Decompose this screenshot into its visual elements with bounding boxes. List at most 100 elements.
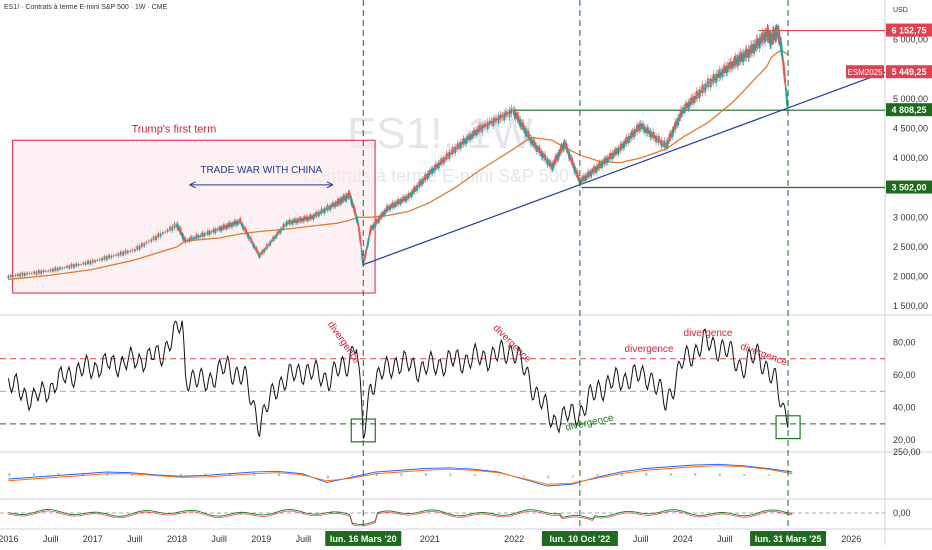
candle-body	[444, 157, 447, 160]
candle-body	[756, 39, 759, 47]
candle-body	[292, 220, 295, 223]
candle-body	[367, 237, 370, 241]
candle-body	[495, 117, 498, 121]
candle-body	[751, 44, 753, 53]
candle-body	[622, 143, 624, 149]
candle-body	[303, 216, 306, 221]
candle-body	[478, 125, 480, 133]
candle-body	[201, 232, 204, 237]
candle-body	[533, 141, 536, 147]
candle-body	[12, 275, 15, 277]
candle-body	[582, 175, 584, 182]
candle-body	[662, 143, 664, 145]
candle-body	[391, 202, 394, 208]
candle-body	[56, 267, 59, 272]
candle-body	[173, 223, 176, 229]
candle-body	[387, 206, 390, 210]
candle-body	[524, 128, 526, 134]
oscillator-line	[7, 320, 789, 440]
candle-body	[216, 228, 219, 231]
candle-body	[371, 225, 374, 229]
candle-body	[59, 266, 61, 270]
candle-body	[354, 214, 357, 216]
candle-body	[364, 252, 367, 257]
candle-body	[231, 222, 233, 228]
trump-term-box	[12, 139, 376, 294]
candle-body	[275, 234, 277, 239]
candle-body	[157, 233, 160, 238]
indicator-histogram-bar	[767, 474, 770, 476]
candle-body	[377, 218, 380, 223]
date-marker-label: lun. 10 Oct '22	[550, 534, 611, 544]
candle-body	[356, 220, 359, 224]
candle-body	[395, 202, 397, 207]
candle-body	[786, 104, 789, 110]
candle-body	[75, 263, 78, 267]
candle-body	[208, 230, 211, 235]
candle-body	[485, 123, 487, 127]
candle-body	[329, 205, 332, 211]
candle-body	[514, 111, 517, 119]
candle-body	[428, 169, 431, 175]
candle-body	[219, 227, 222, 231]
candle-body	[588, 172, 591, 176]
candle-body	[618, 148, 621, 150]
candle-body	[625, 136, 628, 144]
candle-body	[472, 130, 475, 137]
candle-body	[131, 249, 134, 251]
candle-body	[348, 192, 351, 196]
candle-body	[452, 150, 455, 151]
candle-body	[606, 156, 609, 163]
candle-body	[110, 255, 113, 258]
candle-body	[744, 49, 747, 58]
candle-body	[681, 108, 684, 114]
candle-body	[673, 126, 676, 130]
candle-body	[565, 143, 568, 151]
candle-body	[218, 227, 221, 231]
indicator-histogram-bar	[645, 473, 648, 476]
candle-body	[492, 118, 495, 127]
price-tick-label: 4 000,00	[893, 153, 928, 163]
candle-body	[601, 161, 603, 169]
candle-body	[143, 243, 146, 247]
candle-body	[613, 149, 616, 155]
currency-label: USD	[893, 7, 908, 14]
candle-body	[393, 202, 396, 208]
candle-body	[637, 126, 640, 130]
candle-body	[61, 267, 64, 269]
candle-body	[207, 230, 209, 235]
candle-body	[764, 31, 767, 43]
candle-body	[497, 115, 500, 124]
indicator-histogram-bar	[179, 474, 182, 476]
date-marker-label: lun. 31 Mars '25	[755, 534, 822, 544]
candle-body	[517, 115, 520, 122]
candle-body	[483, 123, 485, 129]
candle-body	[718, 69, 721, 78]
candle-body	[719, 71, 722, 77]
candle-body	[552, 162, 555, 168]
candle-body	[155, 235, 157, 241]
candle-body	[590, 170, 593, 177]
candle-body	[688, 101, 691, 107]
divergence-label: divergence	[625, 344, 674, 355]
candle-body	[469, 134, 472, 140]
candle-body	[112, 255, 115, 257]
indicator-histogram-bar	[571, 475, 574, 478]
candle-body	[82, 262, 85, 265]
candle-body	[546, 158, 549, 166]
candle-body	[576, 171, 579, 178]
candle-body	[426, 173, 429, 180]
indicator-line-slow	[8, 465, 793, 485]
candle-body	[203, 233, 206, 237]
bottom-osc-line-red	[8, 510, 793, 527]
candle-body	[473, 130, 476, 135]
candle-body	[320, 208, 323, 214]
candle-body	[700, 90, 702, 93]
x-tick-label: Juill	[296, 534, 312, 544]
candle-body	[251, 241, 253, 243]
candle-body	[430, 168, 433, 174]
candle-body	[577, 175, 580, 179]
candle-body	[683, 106, 686, 114]
candle-body	[263, 249, 265, 253]
candle-body	[531, 140, 534, 144]
